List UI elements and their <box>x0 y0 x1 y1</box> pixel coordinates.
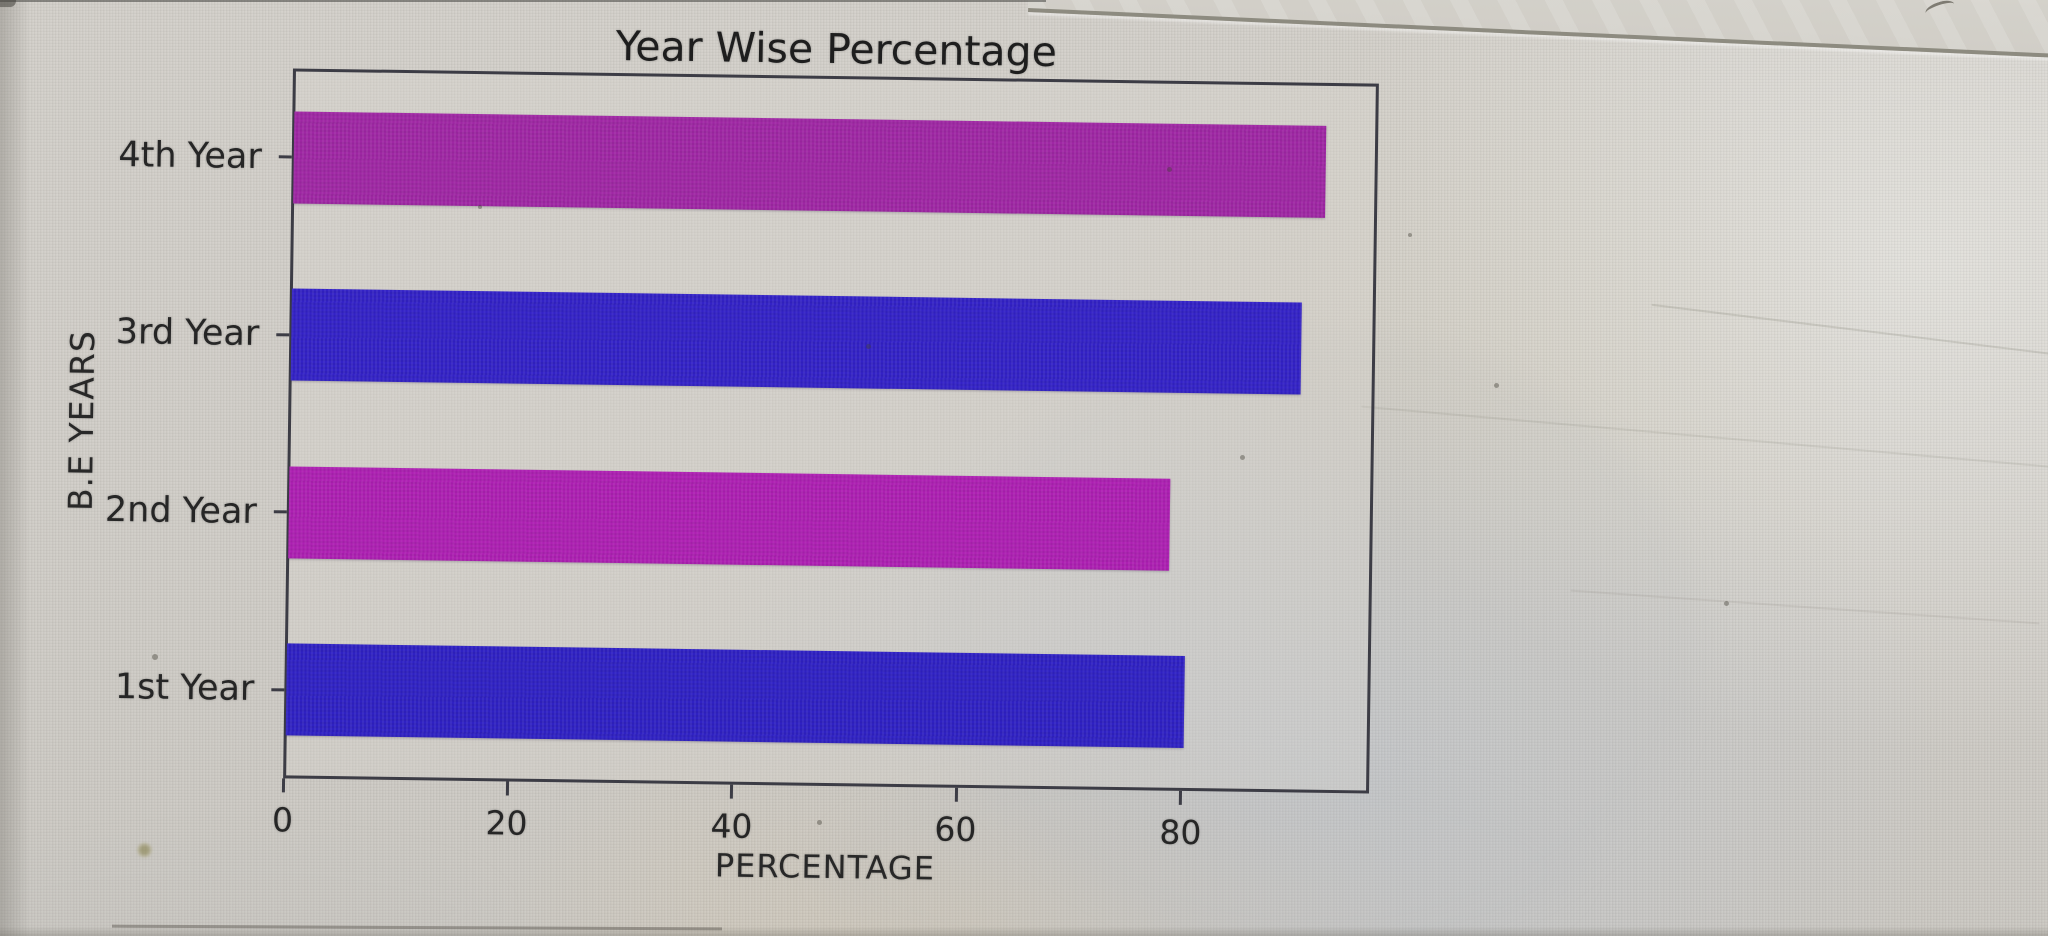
y-tick-label-2nd-year: 2nd Year <box>104 489 258 532</box>
x-tick-label-20: 20 <box>485 803 528 843</box>
dust-speck <box>478 205 482 209</box>
x-axis-label: PERCENTAGE <box>714 846 936 888</box>
dust-speck <box>1167 167 1172 172</box>
bar-3rd-year <box>290 288 1302 395</box>
dust-speck <box>817 820 822 825</box>
glare-scratch <box>1570 589 2040 625</box>
x-tick-label-60: 60 <box>934 809 977 850</box>
y-tick-label-3rd-year: 3rd Year <box>115 312 260 355</box>
chart-title: Year Wise Percentage <box>615 21 1058 77</box>
screen-corner-shadow <box>0 0 16 7</box>
y-axis-label: B.E YEARS <box>60 329 103 512</box>
dust-speck <box>1408 233 1412 237</box>
x-tick-label-40: 40 <box>710 806 753 846</box>
x-tick-mark <box>1178 790 1183 805</box>
x-tick-mark <box>281 778 286 793</box>
glare-sheen <box>1028 0 2048 59</box>
dust-speck <box>1240 455 1245 460</box>
glare-scratch <box>1923 0 1957 20</box>
x-tick-mark <box>505 781 510 796</box>
bar-4th-year <box>293 111 1327 218</box>
screen-bottom-shade <box>0 926 2048 936</box>
y-tick-label-1st-year: 1st Year <box>114 667 255 709</box>
y-tick-mark <box>273 510 287 514</box>
bar-2nd-year <box>288 466 1171 571</box>
dust-speck <box>1724 601 1729 606</box>
screen-left-shade <box>0 0 30 936</box>
bezel-edge-line <box>111 924 723 931</box>
y-tick-mark <box>271 688 285 692</box>
x-tick-mark <box>729 784 734 799</box>
x-tick-label-0: 0 <box>271 800 294 840</box>
dust-speck <box>152 654 158 660</box>
screen-top-edge <box>0 0 1046 2</box>
glare-wedge <box>1028 0 2048 63</box>
moire-color-patch <box>940 330 1700 936</box>
moire-color-patch <box>0 840 500 936</box>
x-tick-mark <box>954 787 959 802</box>
x-tick-label-80: 80 <box>1159 812 1202 853</box>
y-tick-mark <box>278 155 292 159</box>
glare-scratch <box>1361 405 2048 469</box>
y-tick-mark <box>276 333 290 337</box>
dust-speck <box>1494 383 1499 388</box>
moire-color-patch <box>820 760 1580 936</box>
glare-scratch <box>1651 303 2048 359</box>
dust-speck <box>866 344 871 349</box>
plot-area <box>283 68 1379 794</box>
dust-smudge <box>136 842 153 858</box>
y-tick-label-4th-year: 4th Year <box>118 135 263 178</box>
bar-1st-year <box>285 643 1185 748</box>
